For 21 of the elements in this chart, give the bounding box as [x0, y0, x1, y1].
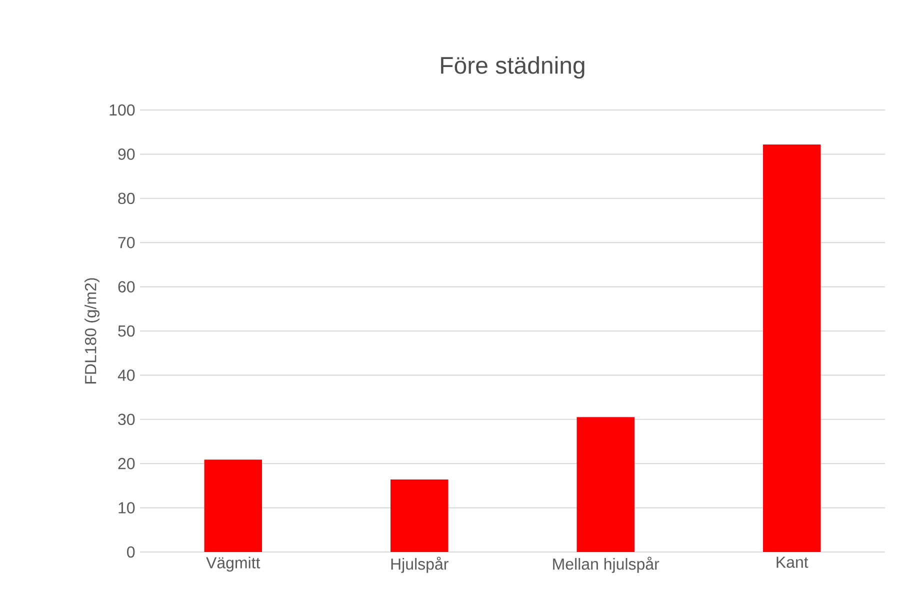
y-tick-label: 20 — [118, 458, 135, 470]
bar — [390, 480, 448, 552]
x-tick-label: Vägmitt — [206, 556, 260, 572]
x-tick-label: Hjulspår — [391, 556, 448, 573]
bar — [576, 417, 634, 552]
y-tick-label: 0 — [127, 546, 135, 558]
bar — [763, 144, 821, 552]
y-tick-label: 10 — [118, 502, 135, 514]
y-tick-label: 70 — [118, 236, 135, 248]
y-tick-label: 40 — [118, 370, 135, 381]
x-tick-label: Mellan hjulspår — [553, 556, 660, 573]
y-tick-label: 100 — [110, 104, 135, 116]
y-axis-title: FDL180 (g/m2) — [84, 278, 100, 384]
bar — [204, 460, 262, 552]
y-tick-label: 90 — [118, 148, 135, 160]
x-tick-label: Kant — [776, 556, 808, 568]
y-tick-label: 60 — [118, 281, 135, 292]
chart-title: Före städning — [441, 56, 584, 79]
y-tick-label: 50 — [118, 325, 135, 337]
y-tick-label: 80 — [118, 192, 135, 204]
y-tick-label: 30 — [118, 414, 135, 426]
